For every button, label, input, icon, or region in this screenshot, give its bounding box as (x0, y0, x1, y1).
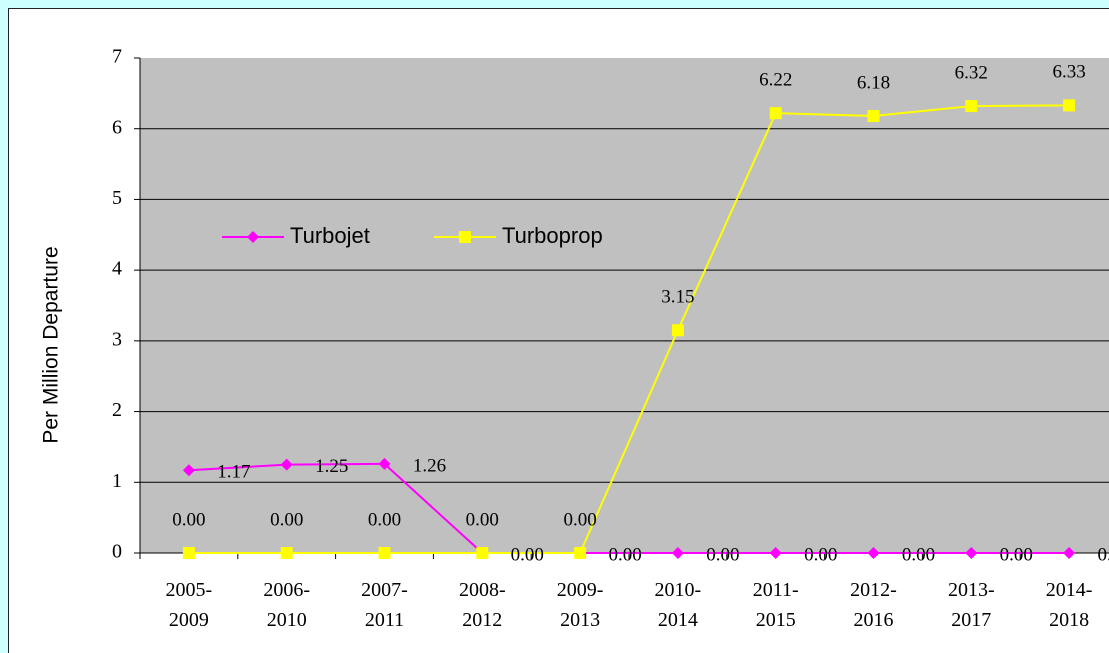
marker (247, 231, 259, 243)
y-axis-label: Per Million Departure (40, 246, 63, 443)
x-tick-label: 2013-2017 (947, 579, 995, 631)
y-tick-label: 2 (112, 399, 122, 421)
data-label: 0.00 (368, 509, 401, 530)
series-line (188, 462, 1070, 554)
data-label: 0.00 (172, 509, 205, 530)
marker (280, 547, 293, 559)
marker (182, 464, 195, 477)
plot-area (140, 58, 1109, 553)
x-tick-label: 2008-2012 (458, 579, 506, 631)
y-tick-label: 3 (112, 328, 122, 350)
data-label: 0.00 (902, 544, 935, 565)
marker (965, 100, 978, 113)
marker (769, 547, 782, 559)
data-label: 6.18 (857, 72, 890, 93)
data-label: 0.00 (466, 509, 499, 530)
legend-label: Turboprop (502, 223, 603, 248)
marker (867, 547, 880, 559)
marker (671, 324, 684, 337)
x-tick-label: 2009-2013 (556, 579, 604, 631)
marker (476, 547, 489, 559)
data-label: 0.00 (1097, 544, 1109, 565)
y-tick-label: 7 (112, 46, 122, 68)
x-tick-label: 2014-2018 (1045, 579, 1093, 631)
data-label: 0.00 (511, 544, 544, 565)
series-line (188, 104, 1070, 554)
marker (671, 547, 684, 559)
legend-label: Turbojet (290, 223, 370, 248)
y-tick-label: 4 (112, 258, 122, 280)
data-label: 0.00 (706, 544, 739, 565)
marker (378, 547, 391, 559)
marker (867, 109, 880, 122)
x-tick-label: 2011-2015 (752, 579, 799, 631)
data-label: 1.26 (413, 455, 446, 476)
marker (769, 107, 782, 120)
data-label: 0.00 (563, 509, 596, 530)
data-label: 0.00 (270, 509, 303, 530)
data-label: 1.17 (217, 462, 250, 483)
data-label: 1.25 (315, 456, 348, 477)
marker (574, 547, 587, 559)
y-tick-label: 6 (112, 116, 122, 138)
marker (378, 457, 391, 470)
data-label: 0.00 (1000, 544, 1033, 565)
x-tick-label: 2010-2014 (654, 579, 702, 631)
y-tick-label: 0 (112, 541, 122, 563)
data-label: 6.22 (759, 70, 792, 91)
x-tick-label: 2012-2016 (850, 579, 897, 631)
marker (1063, 99, 1076, 112)
data-label: 0.00 (804, 544, 837, 565)
x-tick-label: 2007-2011 (361, 579, 408, 631)
marker (280, 458, 293, 471)
data-label: 6.32 (955, 62, 988, 83)
x-tick-label: 2006-2010 (263, 579, 311, 631)
data-label: 0.00 (608, 544, 641, 565)
data-label: 3.15 (661, 287, 694, 308)
marker (965, 547, 978, 559)
marker (1063, 547, 1076, 559)
y-tick-label: 1 (112, 470, 122, 492)
marker (182, 547, 195, 559)
x-tick-label: 2005-2009 (165, 579, 213, 631)
marker (459, 231, 471, 243)
data-label: 6.33 (1052, 62, 1085, 83)
y-tick-label: 5 (112, 187, 122, 209)
